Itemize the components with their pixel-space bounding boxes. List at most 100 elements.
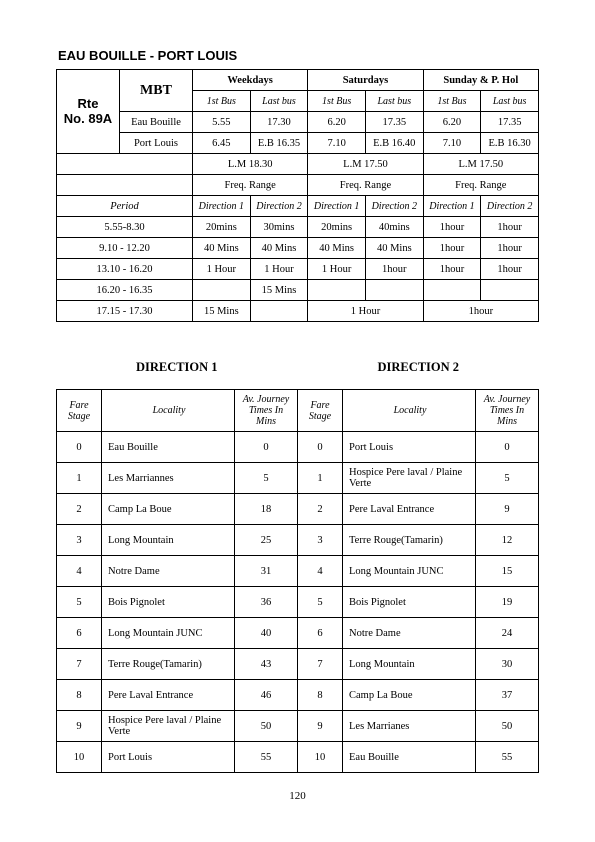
page-number: 120 (0, 790, 595, 802)
cell: 15 Mins (250, 280, 308, 301)
freq-row: 5.55-8.30 20mins 30mins 20mins 40mins 1h… (57, 217, 539, 238)
cell: Camp La Boue (102, 494, 235, 525)
cell: 40 Mins (250, 238, 308, 259)
cell: 0 (298, 432, 343, 463)
cell: 1hour (423, 301, 538, 322)
table-row: 6Long Mountain JUNC406Notre Dame24 (57, 618, 539, 649)
cell: L.M 17.50 (308, 154, 423, 175)
direction-headers: DIRECTION 1 DIRECTION 2 (56, 360, 539, 375)
cell: Eau Bouille (343, 742, 476, 773)
cell: 9 (57, 711, 102, 742)
weekdays-header: Weekdays (193, 70, 308, 91)
cell: Direction 2 (250, 196, 308, 217)
cell: 5 (476, 463, 539, 494)
cell: 3 (57, 525, 102, 556)
freq-range-row: Freq. Range Freq. Range Freq. Range (57, 175, 539, 196)
cell: 18 (235, 494, 298, 525)
cell: 10 (57, 742, 102, 773)
cell: 9.10 - 12.20 (57, 238, 193, 259)
cell: Freq. Range (423, 175, 538, 196)
origin-name: Eau Bouille (120, 112, 193, 133)
cell: 0 (235, 432, 298, 463)
cell: Direction 1 (193, 196, 251, 217)
cell: Bois Pignolet (343, 587, 476, 618)
cell: 1hour (423, 238, 481, 259)
cell: 4 (298, 556, 343, 587)
cell: L.M 17.50 (423, 154, 538, 175)
cell: 55 (476, 742, 539, 773)
origin-row-0: Eau Bouille 5.55 17.30 6.20 17.35 6.20 1… (57, 112, 539, 133)
cell: 25 (235, 525, 298, 556)
cell: 1 (57, 463, 102, 494)
cell: 1 Hour (308, 259, 366, 280)
cell: 40 Mins (365, 238, 423, 259)
freq-row: 9.10 - 12.20 40 Mins 40 Mins 40 Mins 40 … (57, 238, 539, 259)
cell: 0 (57, 432, 102, 463)
cell: 6 (298, 618, 343, 649)
mbt-label: MBT (120, 70, 193, 112)
table-row: 0Eau Bouille00Port Louis0 (57, 432, 539, 463)
cell: 36 (235, 587, 298, 618)
cell: 1 Hour (308, 301, 423, 322)
cell: 30 (476, 649, 539, 680)
table-row: 4Notre Dame314Long Mountain JUNC15 (57, 556, 539, 587)
col-fare-stage: FareStage (298, 390, 343, 432)
cell: 1hour (481, 217, 539, 238)
wk-last: Last bus (250, 91, 308, 112)
sa-first: 1st Bus (308, 91, 366, 112)
cell: 24 (476, 618, 539, 649)
cell: 3 (298, 525, 343, 556)
col-time: Av. JourneyTimes InMins (235, 390, 298, 432)
cell: 1hour (423, 217, 481, 238)
table-row: 10Port Louis5510Eau Bouille55 (57, 742, 539, 773)
cell: 40 (235, 618, 298, 649)
cell: 17.15 - 17.30 (57, 301, 193, 322)
cell: 10 (298, 742, 343, 773)
cell (308, 280, 366, 301)
cell: 1hour (423, 259, 481, 280)
col-locality: Locality (343, 390, 476, 432)
cell: 9 (298, 711, 343, 742)
cell: Port Louis (343, 432, 476, 463)
cell: Freq. Range (308, 175, 423, 196)
cell: 1 Hour (250, 259, 308, 280)
cell: 2 (57, 494, 102, 525)
cell: Direction 1 (423, 196, 481, 217)
cell: 17.35 (365, 112, 423, 133)
cell: Direction 2 (481, 196, 539, 217)
cell: 5 (235, 463, 298, 494)
wk-first: 1st Bus (193, 91, 251, 112)
freq-row: 16.20 - 16.35 15 Mins (57, 280, 539, 301)
cell: 5.55 (193, 112, 251, 133)
cell: L.M 18.30 (193, 154, 308, 175)
cell: 17.30 (250, 112, 308, 133)
table-row: 7Terre Rouge(Tamarin)437Long Mountain30 (57, 649, 539, 680)
cell: Long Mountain JUNC (343, 556, 476, 587)
su-first: 1st Bus (423, 91, 481, 112)
cell: Freq. Range (193, 175, 308, 196)
saturdays-header: Saturdays (308, 70, 423, 91)
cell: 15 Mins (193, 301, 251, 322)
table-row: 5Bois Pignolet365Bois Pignolet19 (57, 587, 539, 618)
cell: Long Mountain JUNC (102, 618, 235, 649)
cell: 55 (235, 742, 298, 773)
cell: Notre Dame (102, 556, 235, 587)
cell: Notre Dame (343, 618, 476, 649)
cell: Port Louis (102, 742, 235, 773)
col-fare-stage: FareStage (57, 390, 102, 432)
cell: 46 (235, 680, 298, 711)
cell: Pere Laval Entrance (343, 494, 476, 525)
cell: Terre Rouge(Tamarin) (343, 525, 476, 556)
cell: 31 (235, 556, 298, 587)
table-row: 3Long Mountain253Terre Rouge(Tamarin)12 (57, 525, 539, 556)
cell (365, 280, 423, 301)
cell: Hospice Pere laval / Plaine Verte (343, 463, 476, 494)
route-label-2: No. 89A (64, 111, 112, 126)
schedule-table: Rte No. 89A MBT Weekdays Saturdays Sunda… (56, 69, 539, 322)
cell: 1 Hour (193, 259, 251, 280)
direction-1-label: DIRECTION 1 (56, 360, 298, 375)
freq-row-last: 17.15 - 17.30 15 Mins 1 Hour 1hour (57, 301, 539, 322)
cell: 6 (57, 618, 102, 649)
cell: 4 (57, 556, 102, 587)
cell: 1 (298, 463, 343, 494)
